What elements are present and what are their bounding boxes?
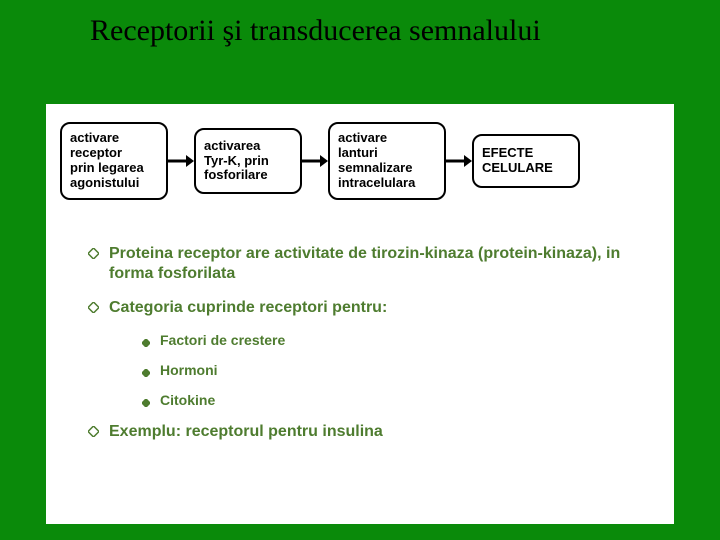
flow-node-n4: EFECTE CELULARE	[472, 134, 580, 188]
diamond-bullet-icon	[88, 246, 99, 264]
bullet-text: Exemplu: receptorul pentru insulina	[109, 422, 383, 442]
bullet-item: Proteina receptor are activitate de tiro…	[88, 244, 648, 284]
content-panel: activare receptor prin legarea agonistul…	[46, 104, 674, 524]
flowchart: activare receptor prin legarea agonistul…	[60, 122, 580, 200]
bullet-text: Citokine	[160, 392, 215, 410]
flow-node-label: EFECTE CELULARE	[482, 146, 553, 176]
diamond-bullet-icon	[142, 334, 150, 352]
bullet-text: Proteina receptor are activitate de tiro…	[109, 244, 648, 284]
flow-arrow-icon	[168, 152, 194, 170]
bullet-text: Hormoni	[160, 362, 218, 380]
bullet-text: Categoria cuprinde receptori pentru:	[109, 298, 387, 318]
flow-node-label: activare receptor prin legarea agonistul…	[70, 131, 144, 191]
bullet-item: Categoria cuprinde receptori pentru:	[88, 298, 648, 318]
flow-node-label: activarea Tyr-K, prin fosforilare	[204, 139, 269, 184]
sub-bullet-item: Citokine	[142, 392, 648, 412]
slide-title: Receptorii şi transducerea semnalului	[0, 0, 720, 66]
diamond-bullet-icon	[88, 424, 99, 442]
flow-node-n2: activarea Tyr-K, prin fosforilare	[194, 128, 302, 194]
diamond-bullet-icon	[88, 300, 99, 318]
flow-node-n3: activare lanturi semnalizare intracelula…	[328, 122, 446, 200]
flow-arrow-icon	[446, 152, 472, 170]
title-text: Receptorii şi transducerea semnalului	[90, 14, 541, 47]
diamond-bullet-icon	[142, 364, 150, 382]
bullet-text: Factori de crestere	[160, 332, 285, 350]
slide: Receptorii şi transducerea semnalului ac…	[0, 0, 720, 540]
diamond-bullet-icon	[142, 394, 150, 412]
sub-bullet-item: Hormoni	[142, 362, 648, 382]
bullet-item: Exemplu: receptorul pentru insulina	[88, 422, 648, 442]
bullet-list: Proteina receptor are activitate de tiro…	[88, 244, 648, 456]
flow-node-n1: activare receptor prin legarea agonistul…	[60, 122, 168, 200]
flow-arrow-icon	[302, 152, 328, 170]
sub-bullet-item: Factori de crestere	[142, 332, 648, 352]
flow-node-label: activare lanturi semnalizare intracelula…	[338, 131, 415, 191]
